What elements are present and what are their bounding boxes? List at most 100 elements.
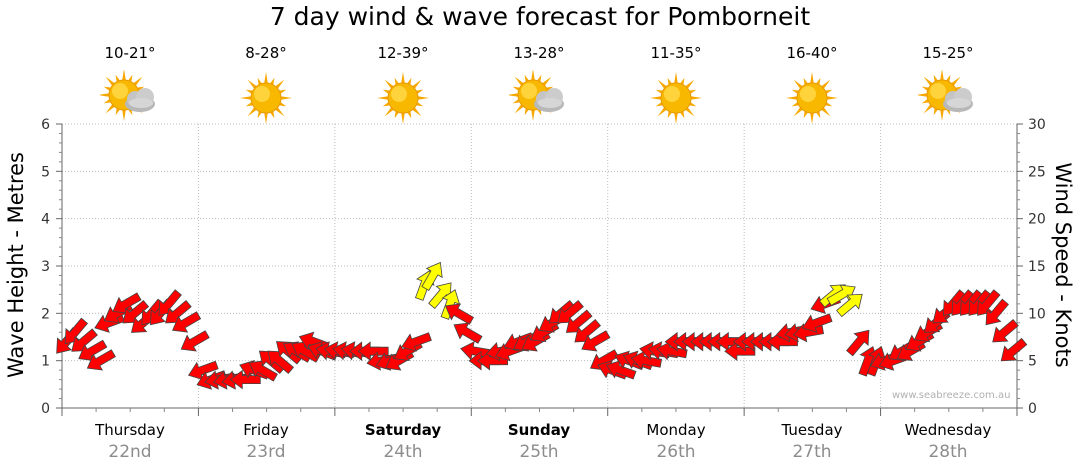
sun-highlight xyxy=(930,83,946,99)
day-label-sunday: Sunday xyxy=(507,421,571,439)
sun-ray xyxy=(524,108,529,116)
sun-ray xyxy=(657,79,667,89)
wind-arrow xyxy=(826,284,856,306)
temp-monday: 11-35° xyxy=(650,44,702,62)
y-tick-label-left: 6 xyxy=(41,117,50,133)
sun-ray xyxy=(923,76,933,86)
wind-arrow xyxy=(846,329,870,357)
wind-arrow-shape xyxy=(581,330,611,352)
temp-tuesday: 16-40° xyxy=(786,44,838,62)
source-credit[interactable]: www.seabreeze.com.au xyxy=(892,390,1011,401)
cloud xyxy=(943,88,973,112)
wind-arrow xyxy=(357,341,389,362)
sun-ray xyxy=(650,96,662,100)
wind-arrow-shape xyxy=(836,293,863,318)
sun-ray xyxy=(690,96,702,100)
date-label-wednesday: 28th xyxy=(928,442,968,462)
sun-ray xyxy=(810,112,814,124)
chart-title: 7 day wind & wave forecast for Pombornei… xyxy=(269,2,811,31)
sun-ray xyxy=(940,109,944,121)
sun-ray xyxy=(270,77,275,85)
sun-ray xyxy=(955,86,963,91)
sun-ray xyxy=(821,107,831,117)
wind-arrow xyxy=(440,289,461,320)
wind-arrow-shape xyxy=(187,360,219,381)
sun-ray xyxy=(257,77,262,85)
sun-icon xyxy=(377,72,429,124)
sun-ray xyxy=(416,102,424,107)
sun-ray xyxy=(923,104,933,114)
sun-ray xyxy=(264,112,268,124)
cloud xyxy=(125,88,155,112)
sun-ray xyxy=(240,96,252,100)
wind-arrow-shape xyxy=(846,329,870,357)
sun-ray xyxy=(264,72,268,84)
wind-arrow-shape xyxy=(172,311,202,333)
sun-ray xyxy=(394,111,399,119)
y-axis-right-label: Wind Speed - Knots xyxy=(1051,162,1075,368)
wind-arrow xyxy=(985,298,1009,326)
date-label-monday: 26th xyxy=(656,442,696,462)
sun-ray xyxy=(245,102,253,107)
sun-ray xyxy=(791,89,799,94)
wind-arrow xyxy=(444,303,475,325)
y-tick-label-left: 0 xyxy=(41,401,50,417)
wind-arrow xyxy=(78,339,108,361)
sun-ray xyxy=(512,99,520,104)
sun-ray xyxy=(115,108,120,116)
sun-cloud-icon xyxy=(100,70,155,121)
sun-ray xyxy=(793,107,803,117)
wind-arrow-shape xyxy=(605,360,637,380)
sun-cloud-icon xyxy=(918,70,973,121)
day-label-thursday: Thursday xyxy=(95,421,165,439)
wind-arrow xyxy=(158,289,182,316)
date-label-tuesday: 27th xyxy=(792,442,832,462)
sun-ray xyxy=(531,70,535,81)
day-label-saturday: Saturday xyxy=(364,421,442,439)
wind-arrow-shape xyxy=(64,317,89,345)
sun-ray xyxy=(128,74,133,82)
wind-arrow xyxy=(401,332,432,352)
wind-arrow-shape xyxy=(180,330,210,352)
sun-ray xyxy=(247,79,257,89)
day-label-monday: Monday xyxy=(646,421,706,439)
wind-arrow xyxy=(453,322,483,344)
y-tick-label-left: 3 xyxy=(41,259,50,275)
sun-ray xyxy=(384,107,394,117)
y-tick-label-right: 15 xyxy=(1028,259,1046,275)
cloud-part xyxy=(947,98,971,108)
wind-arrow xyxy=(428,282,452,310)
wind-arrow xyxy=(836,293,863,318)
wind-arrow xyxy=(460,341,492,361)
wind-arrow-shape xyxy=(826,284,856,306)
sun-ray xyxy=(401,112,405,124)
sun-ray xyxy=(821,79,831,89)
sun-ray xyxy=(509,93,519,97)
sun-ray xyxy=(546,86,554,91)
chart-axes: 0 1 2 3 4 5 6 0 5 10 15 20 25 30 xyxy=(41,117,1046,417)
sun-cloud-icon xyxy=(509,70,564,121)
date-label-thursday: 22nd xyxy=(108,442,152,462)
sun-ray xyxy=(951,76,961,86)
sun-ray xyxy=(810,72,814,84)
y-tick-label-left: 2 xyxy=(41,306,50,322)
temp-sunday: 13-28° xyxy=(513,44,565,62)
sun-ray xyxy=(279,102,287,107)
sun-ray xyxy=(275,107,285,117)
sun-ray xyxy=(689,102,697,107)
sun-ray xyxy=(100,93,110,97)
wind-arrow-shape xyxy=(401,332,432,352)
sun-ray xyxy=(655,102,663,107)
sun-icon xyxy=(786,72,838,124)
sun-ray xyxy=(791,102,799,107)
sun-ray xyxy=(103,86,111,91)
wind-arrow xyxy=(172,311,202,333)
day-label-tuesday: Tuesday xyxy=(781,421,843,439)
date-label-friday: 23rd xyxy=(246,442,286,462)
wind-arrow xyxy=(977,289,1001,316)
sun-highlight xyxy=(254,86,270,102)
wind-arrow-shape xyxy=(460,341,492,361)
wind-arrow-shape xyxy=(86,349,116,371)
sun-ray xyxy=(680,77,685,85)
sun-ray xyxy=(826,96,838,100)
